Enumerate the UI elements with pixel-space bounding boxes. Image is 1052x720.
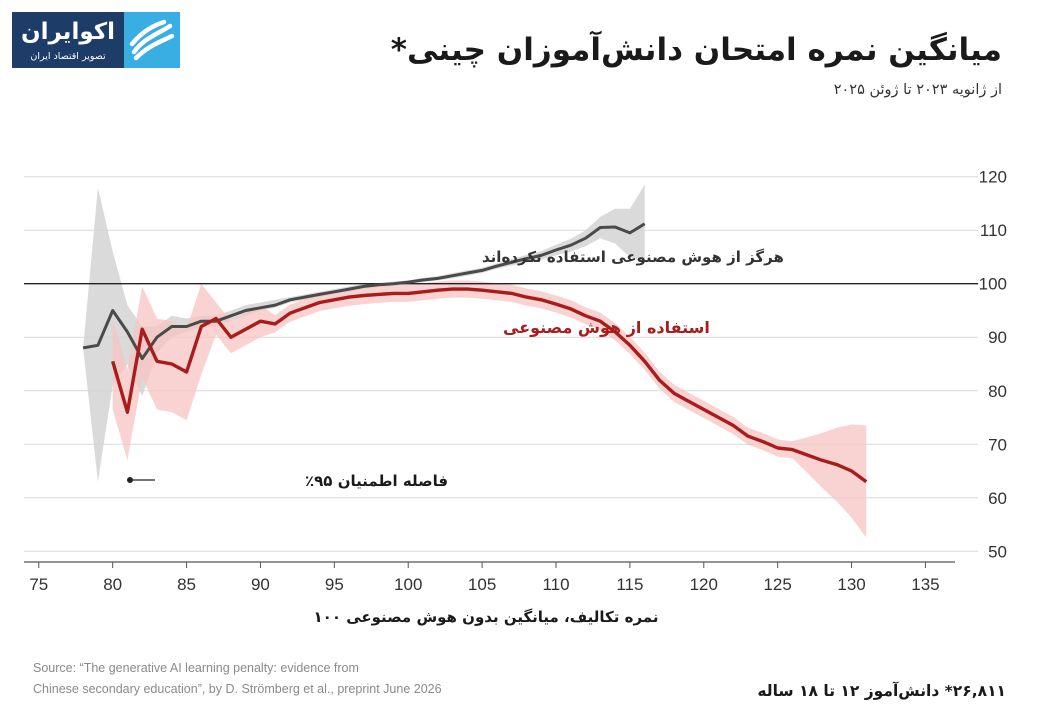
source-line-1: Source: “The generative AI learning pena… <box>33 661 359 675</box>
x-tick-label: 135 <box>911 575 939 594</box>
x-axis-title: نمره تکالیف، میانگین بدون هوش مصنوعی ۱۰۰ <box>314 608 659 626</box>
y-tick-label: 50 <box>988 542 1007 561</box>
brand-tagline: تصویر اقتصاد ایران <box>30 51 106 62</box>
x-tick-label: 90 <box>251 575 270 594</box>
y-tick-label: 120 <box>979 168 1007 187</box>
x-tick-label: 110 <box>542 575 569 594</box>
chart-subtitle: از ژانویه ۲۰۲۳ تا ژوئن ۲۰۲۵ <box>833 82 1002 98</box>
brand-logo-text: اکوایران تصویر اقتصاد ایران <box>12 12 124 68</box>
x-tick-label: 125 <box>763 575 791 594</box>
x-tick-label: 120 <box>690 575 718 594</box>
never-series-line <box>82 222 646 361</box>
x-tick-label: 130 <box>837 575 865 594</box>
x-tick-label: 115 <box>616 575 643 594</box>
source-note: Source: “The generative AI learning pena… <box>33 658 442 700</box>
chart-title: میانگین نمره امتحان دانش‌آموزان چینی* <box>390 32 1002 68</box>
y-tick-label: 80 <box>988 382 1007 401</box>
x-tick-label: 85 <box>177 575 196 594</box>
brand-name: اکوایران <box>20 19 116 45</box>
y-tick-label: 60 <box>988 489 1007 508</box>
x-tick-label: 100 <box>394 575 422 594</box>
source-line-2: Chinese secondary education”, by D. Strö… <box>33 682 442 696</box>
x-tick-label: 95 <box>325 575 344 594</box>
y-tick-label: 100 <box>979 275 1007 294</box>
footnote: ۲۶,۸۱۱* دانش‌آموز ۱۲ تا ۱۸ ساله <box>757 682 1006 700</box>
x-tick-label: 75 <box>29 575 48 594</box>
ai-series-label: استفاده از هوش مصنوعی <box>503 318 710 337</box>
ci-annotation-dot <box>127 477 133 483</box>
ci-annotation-label: فاصله اطمنیان ۹۵٪ <box>305 472 448 490</box>
ai-series-line <box>111 287 868 484</box>
brand-logo: اکوایران تصویر اقتصاد ایران <box>12 12 180 68</box>
x-tick-label: 80 <box>103 575 122 594</box>
never-series-label: هرگز از هوش مصنوعی استفاده نکرده‌اند <box>482 248 784 266</box>
y-tick-label: 70 <box>988 435 1007 454</box>
x-tick-label: 105 <box>468 575 496 594</box>
y-tick-label: 110 <box>980 221 1007 240</box>
ai-ci-band <box>112 280 867 538</box>
brand-mark-icon <box>124 12 180 68</box>
y-tick-label: 90 <box>988 328 1007 347</box>
